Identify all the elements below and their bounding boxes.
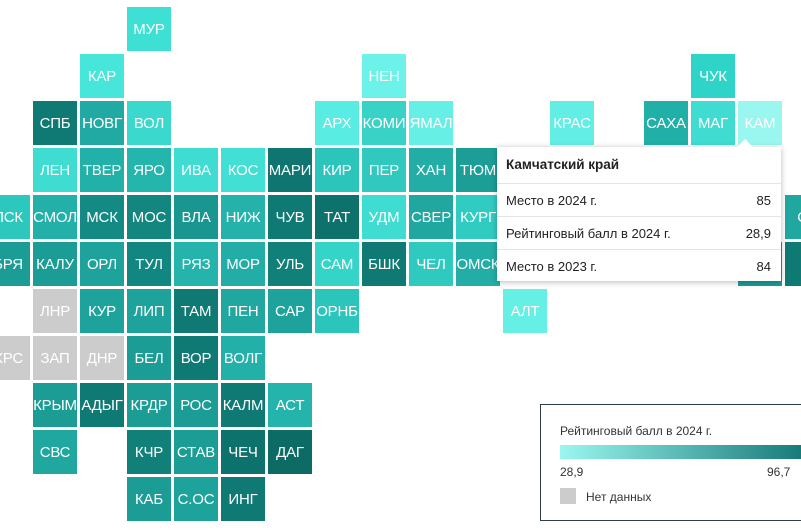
region-tile[interactable]: ТВЕР	[80, 148, 124, 192]
region-tile[interactable]: ПЕР	[362, 148, 406, 192]
region-tile[interactable]: МОР	[221, 242, 265, 286]
region-tile[interactable]: УЛЬ	[268, 242, 312, 286]
region-tile[interactable]: ТАМ	[174, 289, 218, 333]
region-tile[interactable]: САР	[268, 289, 312, 333]
region-tile[interactable]: ДНР	[80, 336, 124, 380]
region-tile[interactable]: КРЫМ	[33, 383, 77, 427]
region-tile[interactable]: ТАТ	[315, 195, 359, 239]
region-tile[interactable]: ИВА	[174, 148, 218, 192]
region-tile[interactable]: МСК	[80, 195, 124, 239]
region-tile[interactable]: ПСК	[0, 195, 30, 239]
region-tile[interactable]: САХА	[644, 101, 688, 145]
region-tile[interactable]: ТЮМ	[456, 148, 500, 192]
region-tile[interactable]: РЯЗ	[174, 242, 218, 286]
region-tile[interactable]: ЧУВ	[268, 195, 312, 239]
region-tile[interactable]: ЛНР	[33, 289, 77, 333]
region-tile[interactable]: КРАС	[550, 101, 594, 145]
region-tile[interactable]: ПЕН	[221, 289, 265, 333]
region-tile[interactable]: АДЫГ	[80, 383, 124, 427]
region-tile[interactable]: АСТ	[268, 383, 312, 427]
region-tile[interactable]: ХАН	[409, 148, 453, 192]
region-tile[interactable]: СВС	[33, 430, 77, 474]
region-tile[interactable]: ВОЛГ	[221, 336, 265, 380]
region-tile[interactable]: КРДР	[127, 383, 171, 427]
region-tile[interactable]: ОМСК	[456, 242, 500, 286]
region-tile[interactable]: САМ	[315, 242, 359, 286]
region-tile[interactable]: КАЛУ	[33, 242, 77, 286]
region-tile[interactable]: ЛИП	[127, 289, 171, 333]
region-tile[interactable]: КОС	[221, 148, 265, 192]
region-tile[interactable]: МАГ	[691, 101, 735, 145]
tooltip-row-place-2023: Место в 2023 г. 84	[497, 250, 781, 282]
region-tile[interactable]: ХРС	[0, 336, 30, 380]
region-tile[interactable]: БЕЛ	[127, 336, 171, 380]
region-tile[interactable]: ДАГ	[268, 430, 312, 474]
region-tile[interactable]: КИР	[315, 148, 359, 192]
region-tile[interactable]: НИЖ	[221, 195, 265, 239]
color-legend: Рейтинговый балл в 2024 г. 28,9 96,7 Нет…	[540, 404, 801, 521]
region-tile[interactable]: ВЛА	[174, 195, 218, 239]
region-tile[interactable]: С.ОС	[174, 477, 218, 521]
region-tile[interactable]: МАРИ	[268, 148, 312, 192]
tooltip-title: Камчатский край	[497, 147, 781, 184]
legend-no-data-swatch	[560, 488, 576, 504]
region-tile[interactable]: АРХ	[315, 101, 359, 145]
region-tile[interactable]: КУРГ	[456, 195, 500, 239]
region-tooltip: Камчатский край Место в 2024 г. 85 Рейти…	[497, 139, 781, 282]
region-tile[interactable]: НЕН	[362, 54, 406, 98]
region-tile[interactable]: КОМИ	[362, 101, 406, 145]
region-tile[interactable]: КАБ	[127, 477, 171, 521]
tooltip-value: 84	[756, 258, 771, 274]
region-tile[interactable]: СХ	[785, 195, 801, 239]
tooltip-row-score-2024: Рейтинговый балл в 2024 г. 28,9	[497, 217, 781, 250]
region-tile[interactable]: АЛТ	[503, 289, 547, 333]
region-tile[interactable]: СВЕР	[409, 195, 453, 239]
region-tile[interactable]: КУР	[80, 289, 124, 333]
region-tile[interactable]: БРЯ	[0, 242, 30, 286]
region-tile[interactable]: ВОЛ	[127, 101, 171, 145]
region-tile[interactable]: ЛЕН	[33, 148, 77, 192]
region-tile[interactable]: БШК	[362, 242, 406, 286]
region-tile[interactable]: ОРЛ	[80, 242, 124, 286]
region-tile[interactable]: СПБ	[33, 101, 77, 145]
region-tile[interactable]: РОС	[174, 383, 218, 427]
tooltip-label: Рейтинговый балл в 2024 г.	[506, 225, 671, 241]
region-tile[interactable]: ЯРО	[127, 148, 171, 192]
region-tile[interactable]: МУР	[127, 7, 171, 51]
tooltip-value: 28,9	[745, 225, 771, 241]
region-tile[interactable]: КЧР	[127, 430, 171, 474]
region-tile[interactable]: КАМ	[738, 101, 782, 145]
legend-no-data-label: Нет данных	[586, 490, 652, 504]
region-tile[interactable]: ЯМАЛ	[409, 101, 453, 145]
tooltip-label: Место в 2023 г.	[506, 258, 598, 274]
region-tile[interactable]: ЧЕЛ	[409, 242, 453, 286]
region-tile[interactable]: ВОР	[174, 336, 218, 380]
region-tile[interactable]: КАЛМ	[221, 383, 265, 427]
tooltip-value: 85	[756, 192, 771, 208]
legend-gradient-bar	[560, 445, 801, 459]
region-tile[interactable]: ИНГ	[221, 477, 265, 521]
legend-min-value: 28,9	[560, 465, 584, 479]
region-tile[interactable]: ОРНБ	[315, 289, 359, 333]
region-tile[interactable]: ЧУК	[691, 54, 735, 98]
legend-max-value: 96,7	[767, 465, 791, 479]
region-tile[interactable]: УДМ	[362, 195, 406, 239]
region-tile[interactable]: ЗАП	[33, 336, 77, 380]
region-tile[interactable]: ЧЕЧ	[221, 430, 265, 474]
tooltip-row-place-2024: Место в 2024 г. 85	[497, 184, 781, 217]
region-tile[interactable]	[785, 242, 801, 286]
region-tile[interactable]: СМОЛ	[33, 195, 77, 239]
tooltip-label: Место в 2024 г.	[506, 192, 598, 208]
region-tile[interactable]: МОС	[127, 195, 171, 239]
region-tile[interactable]: НОВГ	[80, 101, 124, 145]
region-tile[interactable]: СТАВ	[174, 430, 218, 474]
region-tile[interactable]: КАР	[80, 54, 124, 98]
region-tile[interactable]: ТУЛ	[127, 242, 171, 286]
legend-title: Рейтинговый балл в 2024 г.	[560, 424, 713, 438]
